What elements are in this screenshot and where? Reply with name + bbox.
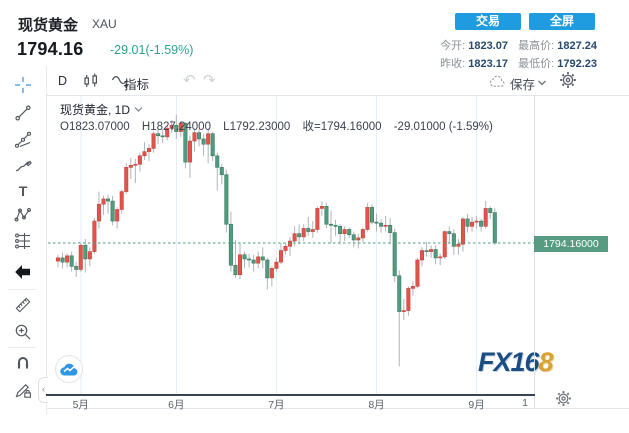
save-chevron-down-icon[interactable] <box>537 79 547 87</box>
time-axis-label: 9月 <box>468 399 485 411</box>
candlestick-chart[interactable] <box>48 95 535 395</box>
price-change: -29.01(-1.59%) <box>110 43 194 57</box>
toolbar-separator <box>8 347 36 348</box>
legend-change: -29.01000 (-1.59%) <box>393 121 493 133</box>
redo-icon[interactable]: ↷ <box>203 71 216 89</box>
xabcd-pattern-icon[interactable] <box>13 205 33 225</box>
low-value: 1792.23 <box>557 58 597 70</box>
low-label: 最低价: <box>518 58 555 70</box>
legend-chevron-down-icon[interactable] <box>134 106 143 113</box>
open-value: 1823.07 <box>468 40 509 52</box>
left-toolbar-divider <box>46 66 47 415</box>
save-button[interactable]: 保存 <box>510 78 536 92</box>
time-axis-line <box>46 394 535 396</box>
time-axis[interactable]: 5月 6月 7月 8月 9月 1 <box>48 397 535 411</box>
chart-style-candles-icon[interactable] <box>82 72 100 90</box>
legend-close: 收=1794.16000 <box>302 121 382 133</box>
trend-line-icon[interactable] <box>13 103 33 123</box>
toolbar-divider <box>46 95 629 96</box>
undo-icon[interactable]: ↶ <box>183 71 196 89</box>
zoom-in-icon[interactable] <box>13 322 33 342</box>
indicators-button[interactable]: 指标 <box>124 78 150 92</box>
chart-legend-title[interactable]: 现货黄金, 1D <box>60 101 143 118</box>
symbol-name: 现货黄金 <box>18 17 79 34</box>
open-label: 今开: <box>440 40 466 52</box>
magnet-icon[interactable] <box>13 352 33 372</box>
text-tool-icon[interactable]: T <box>18 183 28 199</box>
fx168-watermark: FX168 <box>478 347 554 378</box>
stats-row-2: 昨收: 1823.17 最低价: 1792.23 <box>420 55 597 71</box>
trade-button[interactable]: 交易 <box>455 13 521 30</box>
last-price: 1794.16 <box>17 39 84 59</box>
prevclose-value: 1823.17 <box>468 58 509 70</box>
time-axis-label: 6月 <box>168 399 185 411</box>
legend-open: O1823.07000 <box>60 121 130 133</box>
brush-icon[interactable] <box>13 156 33 176</box>
legend-high: H1827.24000 <box>141 121 211 133</box>
time-axis-label: 8月 <box>368 399 385 411</box>
tradingview-logo[interactable] <box>55 355 83 383</box>
watermark-text-blue: FX16 <box>478 347 540 377</box>
indicator-icon[interactable] <box>111 72 129 90</box>
crosshair-icon[interactable] <box>13 75 33 95</box>
time-axis-label: 5月 <box>72 399 89 411</box>
prevclose-label: 昨收: <box>440 58 466 70</box>
legend-symbol-interval: 现货黄金, 1D <box>60 103 131 117</box>
time-axis-settings-gear-icon[interactable] <box>555 390 572 407</box>
stats-row-1: 今开: 1823.07 最高价: 1827.24 <box>420 37 597 53</box>
lock-drawings-icon[interactable] <box>13 380 33 400</box>
toolbar-separator <box>8 289 36 290</box>
forecast-icon[interactable] <box>13 231 33 251</box>
time-axis-label: 7月 <box>268 399 285 411</box>
arrow-marker-icon[interactable] <box>13 262 33 282</box>
watermark-text-gold: 8 <box>538 347 554 377</box>
high-value: 1827.24 <box>557 40 597 52</box>
fullscreen-button[interactable]: 全屏 <box>529 13 595 30</box>
collapse-toolbar-handle[interactable]: ‹ <box>38 377 48 403</box>
chart-legend-ohlc: O1823.07000 H1827.24000 L1792.23000 收=17… <box>60 118 502 134</box>
interval-button[interactable]: D <box>58 74 68 88</box>
symbol-ticker: XAU <box>92 17 117 31</box>
pitchfork-icon[interactable] <box>13 130 33 150</box>
cloud-chart-logo-icon <box>60 363 78 376</box>
time-axis-label: 1 <box>522 397 528 409</box>
cloud-save-icon[interactable] <box>488 73 507 89</box>
measure-ruler-icon[interactable] <box>13 295 33 315</box>
legend-low: L1792.23000 <box>223 121 291 133</box>
chart-settings-gear-icon[interactable] <box>559 71 577 89</box>
high-label: 最高价: <box>518 40 555 52</box>
last-price-tag: 1794.16000 <box>534 236 608 252</box>
bottom-border <box>46 408 629 409</box>
